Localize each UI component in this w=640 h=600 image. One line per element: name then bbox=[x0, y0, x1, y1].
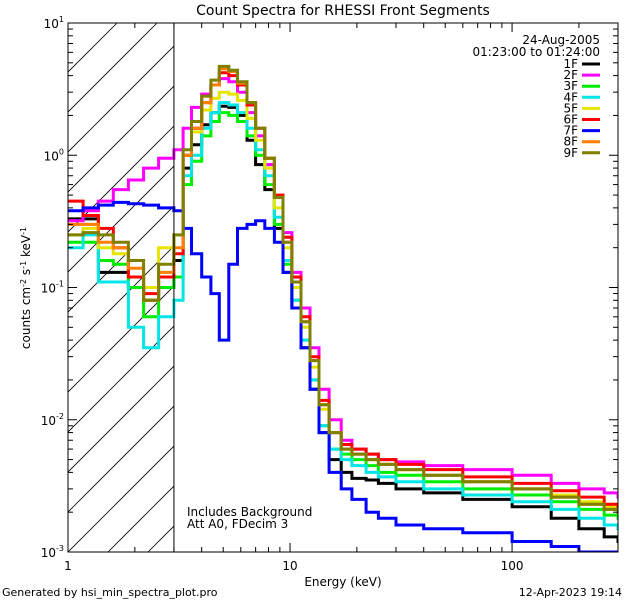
hatch-line bbox=[388, 23, 640, 552]
legend-label-3F: 3F bbox=[563, 79, 578, 93]
hatch-line bbox=[628, 23, 640, 552]
hatch-line bbox=[548, 23, 640, 552]
y-tick-label: 100 bbox=[44, 147, 64, 163]
series-line-6F bbox=[68, 71, 618, 509]
legend-label-7F: 7F bbox=[563, 124, 578, 138]
axes-layer: 1 10 100 101 100 10-1 10-2 10-3 bbox=[41, 15, 619, 573]
hatch-line bbox=[428, 23, 640, 552]
series-line-9F bbox=[68, 64, 618, 514]
footer-generated-by: Generated by hsi_min_spectra_plot.pro bbox=[2, 586, 218, 599]
legend-label-9F: 9F bbox=[563, 146, 578, 160]
y-label-exp-1: -2 bbox=[19, 279, 28, 287]
y-label-exp-2: -1 bbox=[19, 261, 28, 269]
x-tick-label: 10 bbox=[282, 559, 297, 573]
legend-label-5F: 5F bbox=[563, 101, 578, 115]
annotation-background: Includes Background bbox=[187, 505, 312, 519]
date-label: 24-Aug-2005 bbox=[522, 33, 600, 47]
hatched-region bbox=[68, 23, 640, 552]
chart-title: Count Spectra for RHESSI Front Segments bbox=[196, 3, 490, 19]
hatch-line bbox=[68, 365, 174, 473]
annotation-attenuator: Att A0, FDecim 3 bbox=[187, 517, 288, 531]
y-axis-label: counts cm-2 s-1 keV-1 bbox=[19, 227, 34, 349]
y-tick-label: 10-1 bbox=[41, 280, 64, 296]
hatch-line bbox=[68, 45, 174, 153]
y-tick-label: 10-2 bbox=[41, 412, 64, 428]
hatch-line bbox=[68, 405, 174, 513]
legend-label-6F: 6F bbox=[563, 113, 578, 127]
x-tick-label: 100 bbox=[501, 559, 524, 573]
y-label-part-2: s bbox=[19, 269, 33, 279]
legend-label-1F: 1F bbox=[563, 57, 578, 71]
series-line-3F bbox=[68, 111, 618, 520]
series-line-7F bbox=[68, 200, 618, 552]
hatch-line bbox=[268, 23, 640, 552]
x-axis-label: Energy (keV) bbox=[304, 575, 381, 589]
hatch-line bbox=[68, 23, 158, 113]
y-label-part-1: counts cm bbox=[19, 287, 33, 349]
y-label-exp-3: -1 bbox=[19, 227, 28, 235]
y-label-part-3: keV bbox=[19, 234, 33, 261]
hatch-line bbox=[308, 23, 640, 552]
y-tick-label: 10-3 bbox=[41, 544, 64, 560]
y-tick-label: 101 bbox=[44, 15, 64, 31]
hatch-line bbox=[68, 445, 174, 552]
legend-label-2F: 2F bbox=[563, 68, 578, 82]
hatch-line bbox=[68, 205, 174, 313]
x-tick-label: 1 bbox=[64, 559, 72, 573]
hatch-line bbox=[228, 23, 640, 552]
hatch-line bbox=[68, 85, 174, 193]
time-range-label: 01:23:00 to 01:24:00 bbox=[473, 45, 600, 59]
legend-label-4F: 4F bbox=[563, 90, 578, 104]
legend-label-8F: 8F bbox=[563, 135, 578, 149]
footer-timestamp: 12-Apr-2023 19:14 bbox=[519, 586, 622, 599]
